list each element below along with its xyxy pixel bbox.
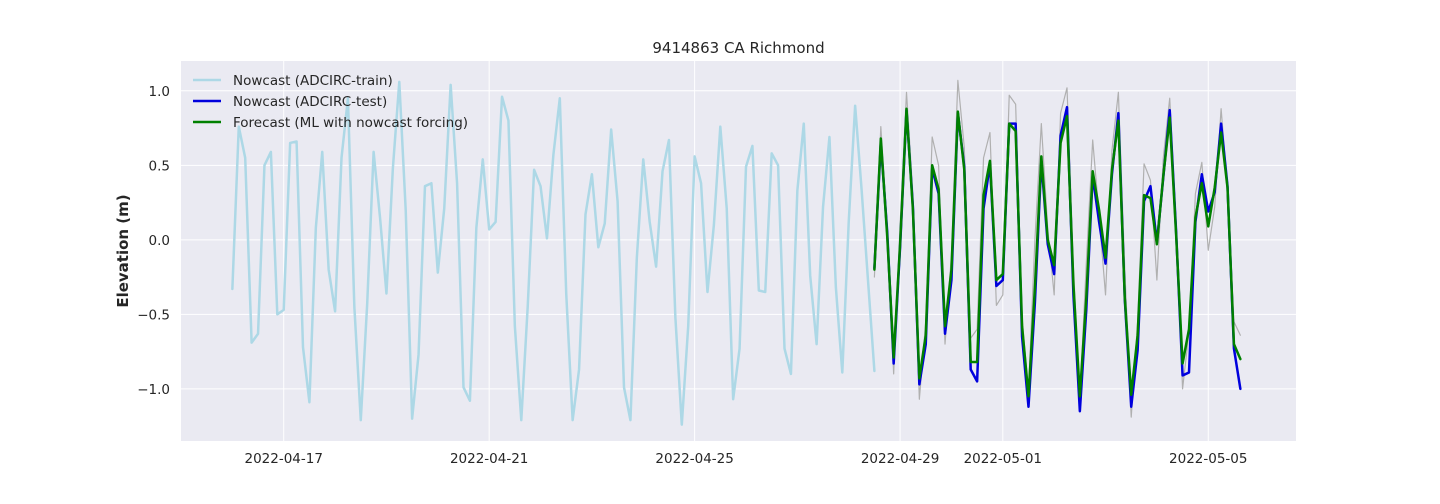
series-line-nowcast-train-group [231,80,876,426]
series-layer [231,79,1242,426]
y-tick-label: 0.0 [149,233,170,249]
series-line-forecast [873,107,1242,398]
y-tick-label: 1.0 [149,84,170,100]
series-line-nowcast-train [231,80,876,426]
x-tick-label: 2022-04-17 [244,451,322,467]
plot-area [181,61,1296,441]
x-tick-label: 2022-05-05 [1169,451,1247,467]
legend-label: Nowcast (ADCIRC-test) [233,94,387,110]
y-tick-label: −0.5 [137,307,170,323]
x-tick-label: 2022-05-01 [964,451,1042,467]
x-tick-label: 2022-04-21 [450,451,528,467]
y-axis-label: Elevation (m) [114,194,132,307]
tick-labels: 2022-04-17 2022-04-21 2022-04-25 2022-04-29… [137,84,1247,467]
legend: Nowcast (ADCIRC-train) Nowcast (ADCIRC-te… [193,73,468,131]
y-tick-label: 0.5 [149,158,170,174]
chart-title: 9414863 CA Richmond [652,39,824,57]
series-line-forecast-group [873,107,1242,398]
x-tick-label: 2022-04-29 [861,451,939,467]
legend-label: Forecast (ML with nowcast forcing) [233,115,468,131]
x-tick-label: 2022-04-25 [655,451,733,467]
legend-label: Nowcast (ADCIRC-train) [233,73,393,89]
y-tick-label: −1.0 [137,382,170,398]
